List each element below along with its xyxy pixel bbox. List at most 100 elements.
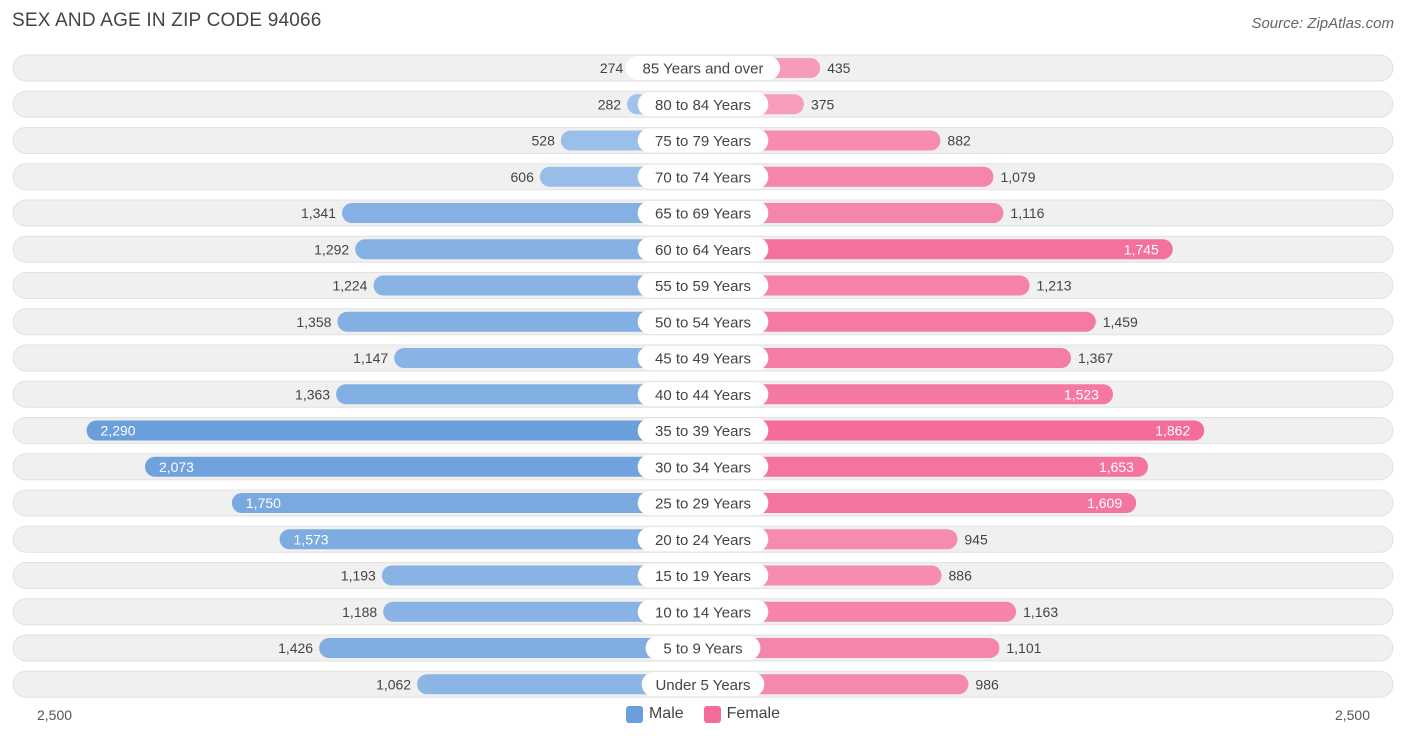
female-bar [703, 456, 1148, 477]
male-value-label: 274 [600, 60, 624, 76]
category-label: 25 to 29 Years [655, 496, 751, 513]
category-label-pill [637, 237, 769, 262]
female-value-label: 1,101 [1006, 640, 1041, 656]
category-label-pill [641, 672, 765, 697]
category-label: 45 to 49 Years [655, 351, 751, 368]
legend: Male Female [0, 705, 1406, 723]
male-value-label: 1,224 [332, 278, 367, 294]
male-value-label: 1,292 [314, 241, 349, 257]
female-bar [703, 638, 1000, 658]
female-value-label: 1,609 [1087, 495, 1122, 511]
male-bar [337, 311, 703, 332]
legend-male-swatch [625, 705, 643, 723]
female-bar [703, 275, 1030, 296]
x-axis-right-label: 2,500 [1334, 707, 1370, 723]
legend-male-label: Male [648, 705, 684, 722]
female-bar [703, 420, 1205, 441]
male-value-label: 2,073 [159, 459, 194, 475]
male-bar [417, 674, 703, 695]
male-value-label: 1,363 [295, 386, 330, 402]
category-label-pill [637, 418, 769, 443]
legend-female-swatch [703, 705, 721, 723]
category-label-pill [637, 164, 769, 189]
category-label-pill [637, 599, 769, 624]
category-label: 85 Years and over [643, 61, 764, 78]
female-value-label: 375 [811, 96, 835, 112]
male-value-label: 1,573 [294, 531, 329, 547]
male-value-label: 1,426 [278, 640, 313, 656]
female-value-label: 882 [947, 133, 971, 149]
category-label: Under 5 Years [655, 677, 750, 694]
female-value-label: 1,213 [1037, 278, 1072, 294]
category-label-pill [637, 563, 769, 588]
chart-title: SEX AND AGE IN ZIP CODE 94066 [12, 10, 322, 31]
female-value-label: 1,367 [1078, 350, 1113, 366]
male-value-label: 1,358 [296, 314, 331, 330]
female-value-label: 886 [949, 568, 973, 584]
category-label: 70 to 74 Years [655, 169, 751, 186]
category-label: 15 to 19 Years [655, 568, 751, 585]
male-value-label: 528 [532, 133, 556, 149]
male-value-label: 1,193 [341, 568, 376, 584]
female-value-label: 1,459 [1103, 314, 1138, 330]
category-label-pill [637, 273, 769, 298]
male-bar [319, 638, 703, 658]
category-label-pill [637, 92, 769, 117]
category-label-pill [625, 56, 781, 80]
category-label-pill [637, 128, 769, 153]
male-bar [373, 275, 703, 296]
female-bar [703, 166, 994, 187]
category-label: 55 to 59 Years [655, 278, 751, 295]
male-value-label: 1,188 [342, 604, 377, 620]
male-bar [336, 384, 703, 405]
legend-female-label: Female [726, 705, 781, 722]
category-label-pill [637, 346, 769, 370]
female-value-label: 1,116 [1010, 205, 1044, 221]
female-value-label: 1,653 [1099, 459, 1134, 475]
male-bar [144, 456, 704, 477]
female-value-label: 1,523 [1064, 386, 1099, 402]
legend-male[interactable]: Male [625, 705, 684, 723]
category-label: 80 to 84 Years [655, 97, 751, 114]
female-bar [703, 493, 1137, 513]
category-label-pill [637, 527, 769, 552]
male-bar [383, 601, 703, 622]
male-value-label: 1,147 [353, 350, 388, 366]
source-note: Source: ZipAtlas.com [1251, 15, 1394, 32]
female-bar [703, 384, 1113, 405]
male-bar [279, 529, 703, 550]
female-value-label: 1,862 [1155, 423, 1190, 439]
male-value-label: 1,062 [376, 676, 411, 692]
male-value-label: 1,341 [301, 205, 336, 221]
female-bar [703, 203, 1004, 223]
male-bar [86, 420, 704, 441]
category-label-pill [637, 201, 769, 225]
female-bar [703, 311, 1096, 332]
x-axis-left-label: 2,500 [37, 707, 73, 723]
male-bar [355, 239, 703, 260]
female-bar [703, 674, 969, 695]
female-bar [703, 239, 1173, 260]
male-value-label: 1,750 [246, 495, 281, 511]
male-bar [394, 348, 703, 368]
category-label: 35 to 39 Years [655, 423, 751, 440]
female-value-label: 945 [964, 531, 988, 547]
category-label-pill [637, 382, 769, 407]
category-label: 20 to 24 Years [655, 532, 751, 549]
category-label: 75 to 79 Years [655, 133, 751, 150]
female-value-label: 1,163 [1023, 604, 1058, 620]
category-label-pill [645, 636, 761, 660]
category-label-pill [637, 454, 769, 479]
female-value-label: 1,745 [1124, 241, 1159, 257]
female-bar [703, 348, 1071, 368]
male-bar [231, 493, 703, 513]
legend-female[interactable]: Female [703, 705, 781, 723]
category-label: 60 to 64 Years [655, 242, 751, 259]
female-value-label: 986 [975, 676, 999, 692]
category-label: 5 to 9 Years [663, 641, 742, 658]
category-label: 10 to 14 Years [655, 604, 751, 621]
category-label: 40 to 44 Years [655, 387, 751, 404]
category-label: 30 to 34 Years [655, 459, 751, 476]
male-bar [342, 203, 703, 223]
